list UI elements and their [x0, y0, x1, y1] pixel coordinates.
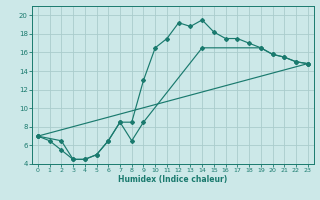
X-axis label: Humidex (Indice chaleur): Humidex (Indice chaleur)	[118, 175, 228, 184]
